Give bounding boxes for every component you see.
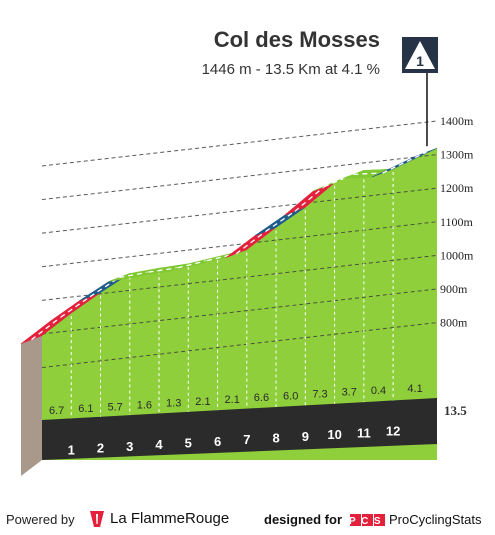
segment-gradient-label: 7.3 xyxy=(312,389,327,401)
km-number-label: 10 xyxy=(327,427,341,442)
segment-gradient-label: 0.4 xyxy=(371,385,386,397)
rim-center-line xyxy=(265,210,296,233)
segment-gradient-label: 3.7 xyxy=(342,387,357,399)
km-number-label: 11 xyxy=(357,425,371,440)
km-number-label: 3 xyxy=(126,439,133,454)
altitude-gridline xyxy=(41,322,438,369)
altitude-tick-label: 1200m xyxy=(440,181,474,195)
category-number: 1 xyxy=(416,53,424,69)
elevation-profile-chart: 6.7 6.1 5.7 1.6 1.3 2.1 2.1 6.6 6.0 7.3 3.7 0.4 4.1 1… xyxy=(20,37,474,476)
km-number-label: 7 xyxy=(243,432,250,447)
km-number-label: 5 xyxy=(185,436,192,451)
distance-band xyxy=(42,398,437,460)
segment-gradient-label: 1.6 xyxy=(137,400,152,412)
segment-gradient-label: 2.1 xyxy=(195,396,210,408)
km-number-label: 4 xyxy=(155,437,163,452)
profile-area xyxy=(42,148,437,460)
altitude-tick-label: 1000m xyxy=(440,248,474,262)
rim-center-line xyxy=(60,296,91,318)
km-number-label: 12 xyxy=(386,424,400,439)
pcs-logo-icon: PCS xyxy=(350,514,386,526)
altitude-gridline xyxy=(41,254,438,301)
rim-center-line xyxy=(235,230,266,255)
segment-gradient-label: 6.6 xyxy=(254,392,269,404)
rim-center-line xyxy=(119,271,149,279)
altitude-tick-label: 900m xyxy=(440,282,468,296)
climb-subtitle: 1446 m - 13.5 Km at 4.1 % xyxy=(201,61,380,78)
flamme-rouge-logo-icon xyxy=(90,511,104,527)
altitude-tick-label: 1300m xyxy=(440,148,474,162)
climb-title: Col des Mosses xyxy=(213,27,380,52)
designed-for-label: designed for xyxy=(264,512,343,527)
altitude-gridline xyxy=(41,154,438,201)
altitude-tick-label: 800m xyxy=(440,316,468,330)
segment-gradient-label: 6.7 xyxy=(49,405,64,417)
altitude-tick-label: 1400m xyxy=(440,114,474,128)
km-number-label: 9 xyxy=(302,429,309,444)
rim-center-line xyxy=(31,316,62,341)
km-number-label: 8 xyxy=(272,430,279,445)
altitude-gridline xyxy=(41,221,438,268)
altitude-gridline xyxy=(41,187,438,234)
rim-center-line xyxy=(294,186,325,212)
brand-name: La FlammeRouge xyxy=(110,510,230,527)
rim-center-line xyxy=(382,151,427,174)
km-number-label: 1 xyxy=(68,442,75,457)
segment-gradient-label: 1.3 xyxy=(166,398,181,410)
pcs-logo-text: PCS xyxy=(350,516,386,526)
segment-gradient-label: 6.1 xyxy=(78,403,93,415)
rim-center-line xyxy=(148,267,178,273)
km-number-label: 2 xyxy=(97,441,104,456)
powered-by-label: Powered by xyxy=(6,512,75,527)
altitude-tick-label: 1100m xyxy=(440,215,474,229)
segment-gradient-label: 5.7 xyxy=(107,401,122,413)
rim-center-line xyxy=(353,172,383,176)
total-distance-label: 13.5 xyxy=(444,403,467,418)
km-number-label: 6 xyxy=(214,434,221,449)
segment-gradient-label: 4.1 xyxy=(407,383,422,395)
profile-side-face xyxy=(21,335,42,476)
altitude-gridline xyxy=(41,120,438,167)
pcs-name: ProCyclingStats xyxy=(389,512,482,527)
segment-gradient-label: 6.0 xyxy=(283,390,298,402)
altitude-gridline xyxy=(41,288,438,335)
segment-gradient-label: 2.1 xyxy=(225,394,240,406)
category-triangle-icon xyxy=(405,41,435,69)
footer: Powered by La FlammeRouge designed for P… xyxy=(0,510,495,530)
